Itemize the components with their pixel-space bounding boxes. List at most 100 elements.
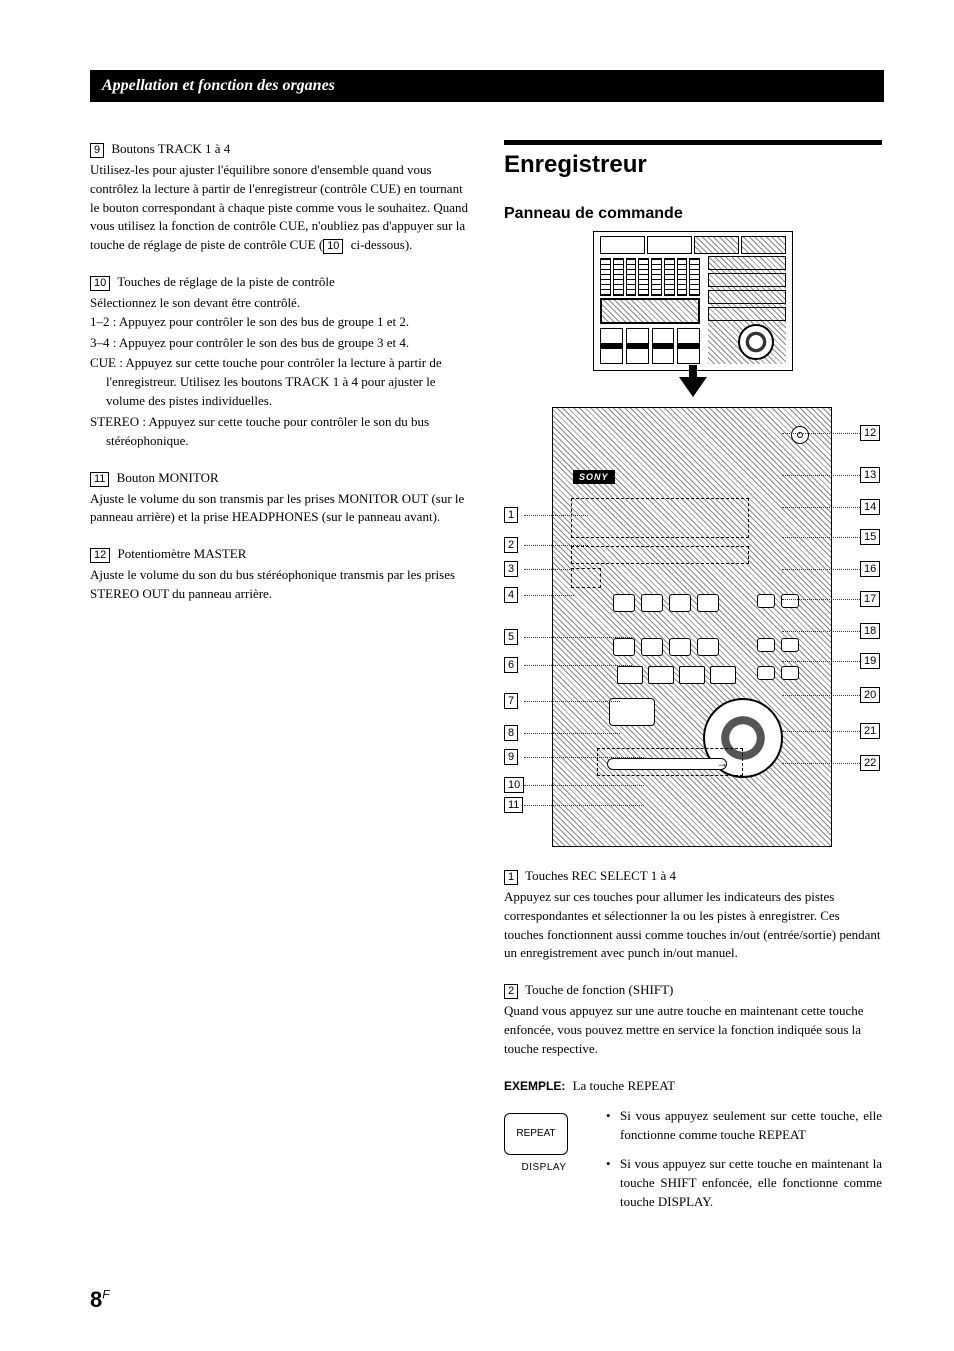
- overview-top-row: [600, 236, 786, 254]
- callout-right-20: 20: [860, 687, 880, 703]
- overview-jog-dial-icon: [738, 324, 774, 360]
- callout-left-10: 10: [504, 777, 524, 793]
- ref-box-10-inline: 10: [323, 239, 343, 254]
- callout-left-1: 1: [504, 507, 518, 523]
- repeat-caption: DISPLAY: [504, 1161, 584, 1176]
- left-column: 9 Boutons TRACK 1 à 4 Utilisez-les pour …: [90, 140, 468, 1222]
- callout-left-4: 4: [504, 587, 518, 603]
- ref-box-9: 9: [90, 143, 104, 158]
- example-line: EXEMPLE: La touche REPEAT: [504, 1077, 882, 1096]
- callout-right-12: 12: [860, 425, 880, 441]
- button-row-b-right: [757, 638, 799, 652]
- leader-left-4: [524, 595, 574, 596]
- item-12-heading: Potentiomètre MASTER: [118, 546, 247, 561]
- repeat-button-graphic: REPEAT DISPLAY: [504, 1107, 584, 1176]
- callout-right-22: 22: [860, 755, 880, 771]
- two-column-layout: 9 Boutons TRACK 1 à 4 Utilisez-les pour …: [90, 140, 884, 1222]
- overview-led-meters: [600, 258, 700, 296]
- item-10-title: 10 Touches de réglage de la piste de con…: [90, 273, 468, 292]
- repeat-bullets: Si vous appuyez seulement sur cette touc…: [606, 1107, 882, 1221]
- item-2-body: Quand vous appuyez sur une autre touche …: [504, 1002, 882, 1059]
- overview-faders: [600, 328, 700, 364]
- leader-left-5: [524, 637, 632, 638]
- right-column: Enregistreur Panneau de commande: [504, 140, 882, 1222]
- detail-diagram-wrap: SONY 1234567891011 121314151617181920212…: [504, 407, 882, 867]
- item-2-heading: Touche de fonction (SHIFT): [525, 982, 673, 997]
- section-header: Appellation et fonction des organes: [90, 70, 884, 102]
- item-10-line4: STEREO : Appuyez sur cette touche pour c…: [90, 413, 468, 451]
- leader-right-22: [782, 763, 860, 764]
- callout-left-8: 8: [504, 725, 518, 741]
- button-row-b: [613, 638, 719, 656]
- item-11-title: 11 Bouton MONITOR: [90, 469, 468, 488]
- leader-right-15: [782, 537, 860, 538]
- item-2: 2 Touche de fonction (SHIFT) Quand vous …: [504, 981, 882, 1058]
- ref-box-2: 2: [504, 984, 518, 999]
- button-row-a: [613, 594, 719, 612]
- leader-left-10: [524, 785, 644, 786]
- overview-highlighted-area: [600, 298, 700, 324]
- item-10-line1: 1–2 : Appuyez pour contrôler le son des …: [90, 313, 468, 332]
- stop-button: [609, 698, 655, 726]
- leader-right-12: [782, 433, 860, 434]
- leader-left-9: [524, 757, 644, 758]
- bullet-2: Si vous appuyez sur cette touche en main…: [606, 1155, 882, 1212]
- example-text: La touche REPEAT: [573, 1078, 676, 1093]
- leader-left-3: [524, 569, 574, 570]
- arrow-down-icon: [679, 377, 707, 397]
- callout-right-21: 21: [860, 723, 880, 739]
- leader-right-14: [782, 507, 860, 508]
- callout-left-6: 6: [504, 657, 518, 673]
- item-1-body: Appuyez sur ces touches pour allumer les…: [504, 888, 882, 963]
- callout-right-13: 13: [860, 467, 880, 483]
- item-10-heading: Touches de réglage de la piste de contrô…: [117, 274, 334, 289]
- item-12-title: 12 Potentiomètre MASTER: [90, 545, 468, 564]
- item-11: 11 Bouton MONITOR Ajuste le volume du so…: [90, 469, 468, 528]
- item-1-heading: Touches REC SELECT 1 à 4: [525, 868, 676, 883]
- item-9: 9 Boutons TRACK 1 à 4 Utilisez-les pour …: [90, 140, 468, 255]
- item-9-title: 9 Boutons TRACK 1 à 4: [90, 140, 468, 159]
- detail-diagram: SONY: [552, 407, 832, 847]
- ref-box-11: 11: [90, 472, 109, 487]
- callout-left-11: 11: [504, 797, 523, 813]
- item-2-title: 2 Touche de fonction (SHIFT): [504, 981, 882, 1000]
- callout-right-17: 17: [860, 591, 880, 607]
- item-11-body: Ajuste le volume du son transmis par les…: [90, 490, 468, 528]
- sony-logo: SONY: [573, 470, 615, 484]
- ref-box-10: 10: [90, 276, 110, 291]
- transport-row: [617, 666, 736, 684]
- callout-left-5: 5: [504, 629, 518, 645]
- display-area: [571, 498, 749, 538]
- shift-key: [571, 568, 601, 588]
- leader-left-11: [524, 805, 644, 806]
- overview-diagram: [593, 231, 793, 371]
- item-11-heading: Bouton MONITOR: [117, 470, 219, 485]
- callout-right-14: 14: [860, 499, 880, 515]
- callout-left-3: 3: [504, 561, 518, 577]
- shuttle-area: [597, 748, 743, 776]
- callout-left-2: 2: [504, 537, 518, 553]
- item-10-lead: Sélectionnez le son devant être contrôlé…: [90, 294, 468, 313]
- transport-row-right: [757, 666, 799, 680]
- callout-right-18: 18: [860, 623, 880, 639]
- ref-box-12: 12: [90, 548, 110, 563]
- leader-right-17: [782, 599, 860, 600]
- item-10-line3: CUE : Appuyez sur cette touche pour cont…: [90, 354, 468, 411]
- repeat-button: REPEAT: [504, 1113, 568, 1155]
- leader-left-1: [524, 515, 588, 516]
- control-panel-heading: Panneau de commande: [504, 205, 882, 223]
- right-body: 1 Touches REC SELECT 1 à 4 Appuyez sur c…: [504, 867, 882, 1222]
- bullet-1: Si vous appuyez seulement sur cette touc…: [606, 1107, 882, 1145]
- leader-right-21: [782, 731, 860, 732]
- callout-right-19: 19: [860, 653, 880, 669]
- repeat-example: REPEAT DISPLAY Si vous appuyez seulement…: [504, 1107, 882, 1221]
- item-1-title: 1 Touches REC SELECT 1 à 4: [504, 867, 882, 886]
- rec-select-row: [571, 546, 749, 564]
- callout-right-16: 16: [860, 561, 880, 577]
- ref-box-1: 1: [504, 870, 518, 885]
- leader-right-20: [782, 695, 860, 696]
- heading-rule: [504, 140, 882, 145]
- leader-right-16: [782, 569, 860, 570]
- leader-right-18: [782, 631, 860, 632]
- item-12-body: Ajuste le volume du son du bus stéréopho…: [90, 566, 468, 604]
